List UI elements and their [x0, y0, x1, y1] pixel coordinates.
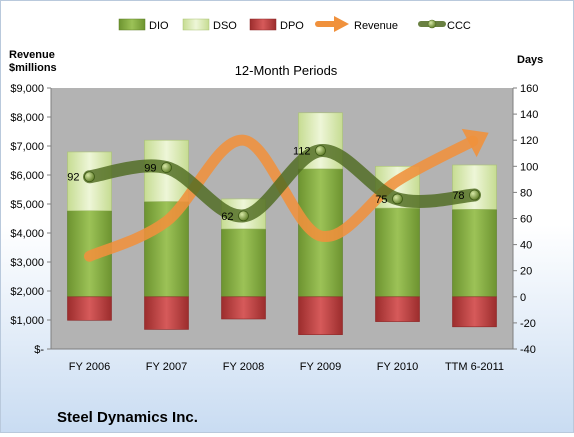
left-tick-label: $7,000 [10, 141, 44, 153]
dpo-bar [376, 297, 420, 322]
legend-swatch-ccc [421, 20, 443, 28]
left-axis-ticks: $- $1,000 $2,000 $3,000 $4,000 $5,000 $6,000 $7… [10, 83, 51, 356]
x-category-label: FY 2006 [69, 361, 110, 373]
left-tick-label: $1,000 [10, 315, 44, 327]
left-tick-label: $6,000 [10, 170, 44, 182]
left-tick-label: $9,000 [10, 83, 44, 95]
x-category-label: FY 2007 [146, 361, 187, 373]
right-axis-title: Days [517, 54, 543, 66]
right-tick-label: 140 [520, 109, 538, 121]
dpo-bar [222, 297, 266, 319]
left-tick-label: $5,000 [10, 199, 44, 211]
left-tick-label: $8,000 [10, 112, 44, 124]
legend-swatch-dpo [250, 19, 276, 30]
right-tick-label: 40 [520, 240, 532, 252]
dio-bar [376, 208, 420, 297]
right-tick-label: 160 [520, 83, 538, 95]
x-category-label: FY 2008 [223, 361, 264, 373]
dio-bar [453, 209, 497, 296]
ccc-data-label: 92 [67, 172, 79, 184]
x-category-label: FY 2009 [300, 361, 341, 373]
legend-label-dso: DSO [213, 20, 237, 32]
ccc-marker [162, 163, 172, 173]
right-tick-label: 0 [520, 292, 526, 304]
ccc-data-label: 75 [375, 194, 387, 206]
dpo-bar [453, 297, 497, 327]
right-tick-label: 80 [520, 187, 532, 199]
legend: DIO DSO DPO Revenue CCC [119, 16, 471, 32]
right-tick-label: -20 [520, 318, 536, 330]
ccc-data-label: 99 [144, 163, 156, 175]
legend-swatch-dso [183, 19, 209, 30]
right-tick-label: 120 [520, 135, 538, 147]
ccc-marker [85, 172, 95, 182]
left-tick-label: $2,000 [10, 286, 44, 298]
legend-label-revenue: Revenue [354, 20, 398, 32]
legend-label-dpo: DPO [280, 20, 304, 32]
dpo-bar [145, 297, 189, 330]
right-axis-ticks: -40 -20 0 20 40 60 80 100 120 140 160 [513, 83, 538, 356]
left-axis-title-line2: $millions [9, 62, 57, 74]
right-tick-label: 20 [520, 266, 532, 278]
ccc-marker [239, 211, 249, 221]
plot-area [51, 88, 513, 349]
ccc-marker [470, 190, 480, 200]
x-axis-labels: FY 2006 FY 2007 FY 2008 FY 2009 FY 2010 TTM 6… [69, 361, 504, 373]
left-tick-label: $4,000 [10, 228, 44, 240]
left-tick-label: $3,000 [10, 257, 44, 269]
legend-label-ccc: CCC [447, 20, 471, 32]
legend-label-dio: DIO [149, 20, 169, 32]
chart-title: 12-Month Periods [235, 63, 338, 78]
dpo-bar [299, 297, 343, 335]
dpo-bar [68, 297, 112, 320]
x-category-label: TTM 6-2011 [445, 361, 504, 373]
ccc-marker [393, 194, 403, 204]
ccc-marker [316, 146, 326, 156]
legend-swatch-revenue [318, 16, 349, 32]
right-tick-label: 100 [520, 161, 538, 173]
left-axis-title-line1: Revenue [9, 49, 55, 61]
left-tick-label: $- [34, 344, 44, 356]
right-tick-label: 60 [520, 214, 532, 226]
ccc-data-label: 112 [293, 146, 311, 158]
dio-bar [222, 229, 266, 297]
x-category-label: FY 2010 [377, 361, 418, 373]
ccc-data-label: 62 [221, 211, 233, 223]
ccc-data-label: 78 [452, 190, 464, 202]
company-name: Steel Dynamics Inc. [57, 409, 198, 426]
legend-swatch-dio [119, 19, 145, 30]
right-tick-label: -40 [520, 344, 536, 356]
